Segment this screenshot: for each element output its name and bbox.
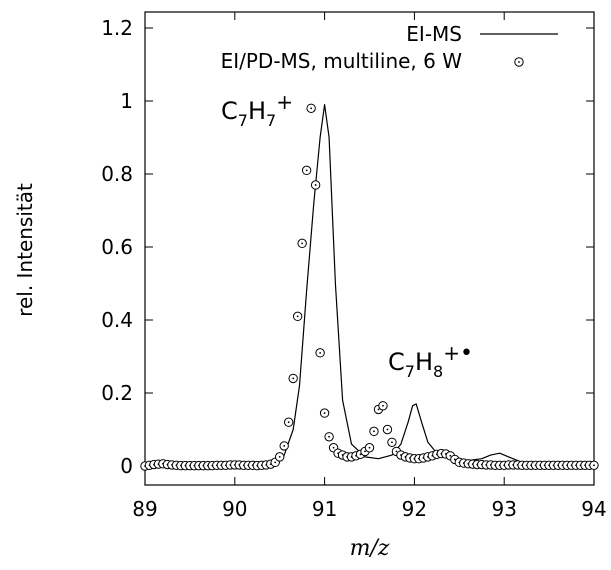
data-point-center bbox=[373, 430, 375, 433]
data-point-center bbox=[301, 242, 304, 245]
y-tick-label: 0.4 bbox=[101, 308, 133, 332]
data-point-center bbox=[382, 404, 384, 407]
data-point-center bbox=[328, 435, 330, 438]
data-point-center bbox=[296, 315, 299, 318]
x-tick-label: 90 bbox=[222, 497, 247, 521]
data-point-center bbox=[332, 446, 335, 449]
peak-annotation: C7H8+• bbox=[388, 341, 473, 381]
data-point-center bbox=[287, 421, 290, 424]
legend-label: EI-MS bbox=[406, 22, 462, 46]
data-point-center bbox=[274, 461, 277, 464]
data-point-center bbox=[323, 412, 326, 414]
y-tick-label: 1 bbox=[120, 89, 133, 113]
y-tick-label: 0 bbox=[120, 454, 133, 478]
data-point-center bbox=[449, 454, 452, 457]
legend-circle-center bbox=[518, 61, 520, 63]
legend-label: EI/PD-MS, multiline, 6 W bbox=[221, 49, 463, 73]
plot-frame bbox=[144, 11, 595, 486]
y-tick-label: 0.8 bbox=[101, 162, 133, 186]
x-tick-label: 92 bbox=[402, 497, 427, 521]
data-point-center bbox=[377, 408, 380, 411]
y-tick-label: 0.2 bbox=[101, 381, 133, 405]
data-point-center bbox=[453, 458, 456, 461]
data-point-center bbox=[391, 441, 393, 444]
data-point-center bbox=[359, 453, 362, 456]
data-point-center bbox=[314, 184, 317, 186]
axes-layer bbox=[144, 11, 595, 486]
data-point-center bbox=[283, 445, 286, 447]
data-point-center bbox=[310, 107, 313, 110]
data-point-center bbox=[278, 455, 281, 458]
data-point-center bbox=[395, 450, 398, 453]
labels-layer: 89 90 91 92 93 94 0 0.2 0.4 0.6 0.8 1 1.2 m/z rel. Int… bbox=[13, 16, 607, 561]
x-tick-label: 91 bbox=[312, 497, 337, 521]
data-point-center bbox=[593, 464, 595, 467]
series-layer bbox=[140, 103, 599, 471]
y-axis-label: rel. Intensität bbox=[13, 183, 37, 317]
data-point-center bbox=[305, 169, 308, 172]
data-point-center bbox=[364, 450, 366, 453]
x-tick-label: 94 bbox=[581, 497, 606, 521]
data-point-center bbox=[292, 377, 295, 380]
data-point-center bbox=[386, 428, 389, 431]
x-tick-label: 89 bbox=[132, 497, 157, 521]
data-point-center bbox=[368, 446, 371, 449]
peak-annotation: C7H7+ bbox=[221, 90, 293, 130]
data-point-center bbox=[319, 351, 322, 354]
x-tick-label: 93 bbox=[491, 497, 516, 521]
y-tick-label: 1.2 bbox=[101, 16, 133, 40]
y-tick-label: 0.6 bbox=[101, 235, 133, 259]
ei-ms-line bbox=[145, 104, 595, 467]
x-axis-label: m/z bbox=[350, 536, 390, 561]
